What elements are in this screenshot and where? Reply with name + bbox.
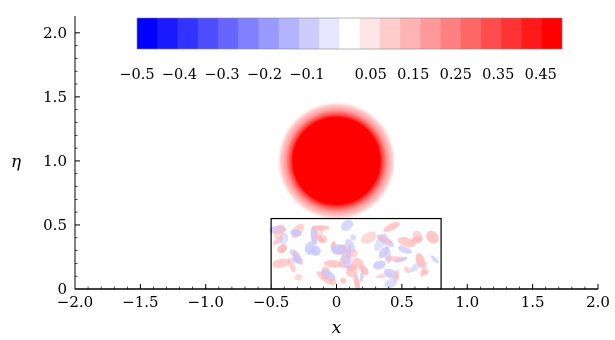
colorbar-label: −0.3 xyxy=(204,67,239,83)
noise-patch xyxy=(341,253,352,270)
colorbar-swatch-17 xyxy=(481,18,502,49)
noise-patch xyxy=(430,255,439,264)
noise-field xyxy=(269,220,439,291)
colorbar-label: −0.1 xyxy=(289,67,324,83)
x-tick-label: 0.5 xyxy=(390,293,414,311)
y-tick-label: 0 xyxy=(57,280,67,298)
colorbar-swatch-9 xyxy=(319,18,340,49)
noise-patch xyxy=(289,249,298,257)
x-tick-label: −2.0 xyxy=(57,293,93,311)
colorbar-swatch-2 xyxy=(177,18,199,49)
noise-patch xyxy=(316,271,333,285)
noise-patch xyxy=(378,246,389,259)
colorbar-swatch-15 xyxy=(440,18,462,49)
noise-patch xyxy=(353,274,361,291)
y-tick-label: 0.5 xyxy=(43,216,67,234)
y-tick-label: 1.0 xyxy=(43,152,67,170)
colorbar xyxy=(136,17,563,50)
noise-patch xyxy=(290,229,302,237)
colorbar-swatch-12 xyxy=(379,18,401,49)
noise-patch xyxy=(360,231,377,244)
colorbar-label: 0.15 xyxy=(397,67,429,83)
colorbar-swatch-3 xyxy=(197,18,219,49)
x-tick-label: 0 xyxy=(332,293,342,311)
colorbar-swatch-7 xyxy=(278,18,300,49)
x-tick-label: 1.0 xyxy=(455,293,479,311)
x-tick-label: −0.5 xyxy=(253,293,289,311)
colorbar-swatch-8 xyxy=(298,18,320,49)
noise-patch xyxy=(340,277,347,284)
noise-patch xyxy=(403,266,411,274)
noise-patch xyxy=(415,253,426,268)
noise-patch xyxy=(384,256,404,262)
noise-patch xyxy=(412,230,423,241)
noise-patch xyxy=(384,278,397,289)
colorbar-labels: −0.5 −0.4 −0.3 −0.2 −0.1 0.05 0.15 0.25 0.35 0.45 xyxy=(119,67,557,83)
noise-patch xyxy=(420,261,427,278)
noise-patch xyxy=(324,260,343,268)
noise-patch xyxy=(304,241,315,254)
colorbar-label: −0.4 xyxy=(162,67,197,83)
colorbar-swatch-5 xyxy=(238,18,259,49)
noise-patch xyxy=(311,225,330,231)
colorbar-swatch-14 xyxy=(420,18,441,49)
colorbar-frame xyxy=(136,17,563,50)
noise-patch xyxy=(397,237,416,248)
axes: −2.0 −1.5 −1.0 −0.5 0 0.5 1.0 1.5 2.0 0 0.5 1.0 1.5 2… xyxy=(43,16,610,311)
colorbar-label: 0.05 xyxy=(355,67,387,83)
noise-patch xyxy=(341,220,354,231)
noise-patch xyxy=(331,244,346,255)
noise-patch xyxy=(272,258,290,268)
colorbar-label: 0.25 xyxy=(440,67,472,83)
vortex xyxy=(276,100,397,222)
noise-patch xyxy=(294,273,303,281)
colorbar-swatch-20 xyxy=(541,18,563,49)
x-tick-label: 1.5 xyxy=(521,293,545,311)
noise-patch xyxy=(346,245,351,259)
colorbar-swatch-0 xyxy=(137,18,158,49)
colorbar-swatch-19 xyxy=(521,18,543,49)
colorbar-swatch-16 xyxy=(460,18,482,49)
noise-patch xyxy=(345,267,358,278)
x-axis-label: x xyxy=(332,318,342,338)
colorbar-label: −0.2 xyxy=(247,67,282,83)
noise-patch xyxy=(317,235,325,243)
noise-patch xyxy=(291,255,302,264)
noise-patch xyxy=(426,230,439,244)
colorbar-swatch-13 xyxy=(400,18,421,49)
y-tick-label: 1.5 xyxy=(43,88,67,106)
colorbar-swatch-6 xyxy=(258,18,279,49)
colorbar-swatch-11 xyxy=(359,18,381,49)
colorbar-swatch-1 xyxy=(157,18,178,49)
noise-patch xyxy=(383,222,400,232)
colorbar-label: 0.35 xyxy=(482,67,514,83)
noise-patch xyxy=(360,265,369,276)
colorbar-swatch-18 xyxy=(501,18,522,49)
noise-patch xyxy=(394,269,400,283)
colorbar-swatch-10 xyxy=(339,18,360,49)
colorbar-swatch-4 xyxy=(217,18,239,49)
colorbar-label: −0.5 xyxy=(119,67,154,83)
y-axis-label: η xyxy=(11,152,22,172)
noise-patch xyxy=(398,246,412,254)
plot-area: −2.0 −1.5 −1.0 −0.5 0 0.5 1.0 1.5 2.0 0 0.5 1.0 1.5 2… xyxy=(43,16,610,311)
noise-patch xyxy=(377,236,393,244)
y-tick-label: 2.0 xyxy=(43,24,67,42)
noise-patch xyxy=(350,234,357,241)
noise-patch xyxy=(277,244,288,254)
noise-patch xyxy=(373,260,386,270)
x-tick-label: −1.0 xyxy=(188,293,224,311)
colorbar-label: 0.45 xyxy=(525,67,557,83)
x-tick-label: 2.0 xyxy=(586,293,610,311)
x-tick-label: −1.5 xyxy=(122,293,158,311)
noise-patch xyxy=(273,224,285,240)
